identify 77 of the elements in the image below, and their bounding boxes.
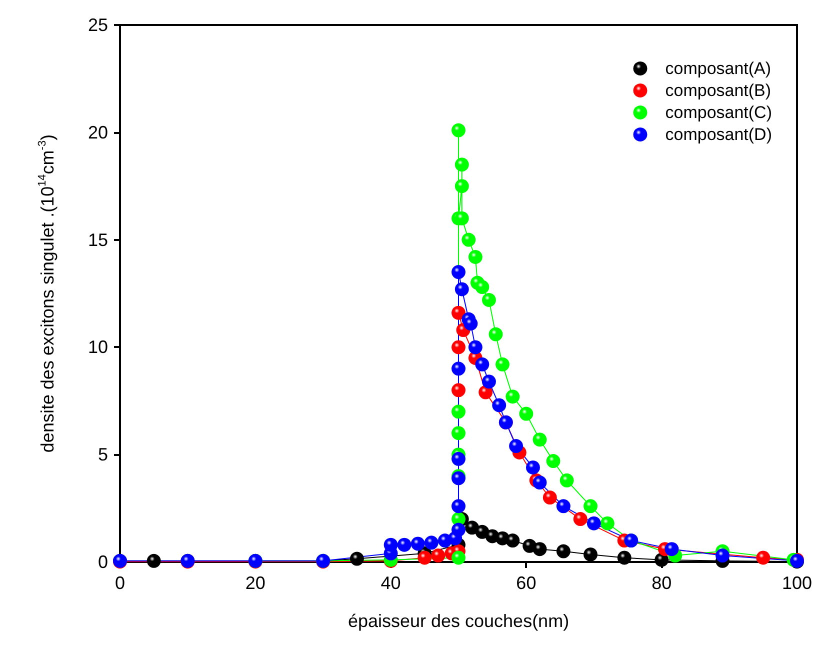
point xyxy=(454,179,469,194)
point xyxy=(410,536,425,551)
point xyxy=(556,499,570,514)
point xyxy=(546,454,560,468)
x-tick-label: 40 xyxy=(380,573,401,593)
point xyxy=(418,550,432,565)
point xyxy=(492,398,506,412)
point xyxy=(573,512,588,526)
point xyxy=(532,476,547,490)
point xyxy=(452,426,466,440)
point xyxy=(542,490,557,505)
point xyxy=(146,554,161,568)
point xyxy=(532,432,547,447)
point xyxy=(397,538,412,552)
point xyxy=(584,547,598,562)
point xyxy=(756,550,770,565)
point xyxy=(716,548,730,563)
y-tick-label: 15 xyxy=(88,230,108,250)
point xyxy=(452,452,466,466)
point xyxy=(506,390,520,404)
point xyxy=(488,327,503,342)
point xyxy=(452,383,466,398)
point xyxy=(475,280,490,294)
point xyxy=(468,340,482,354)
point xyxy=(506,534,520,548)
legend-label: composant(C) xyxy=(665,103,772,122)
legend-label: composant(A) xyxy=(665,59,772,78)
point xyxy=(454,211,469,226)
x-tick-label: 20 xyxy=(245,573,266,593)
point xyxy=(454,282,469,296)
point xyxy=(560,473,574,488)
y-tick-label: 10 xyxy=(88,337,108,358)
point xyxy=(664,542,679,556)
point xyxy=(452,550,466,565)
point xyxy=(424,536,438,550)
point xyxy=(556,544,570,558)
point xyxy=(452,306,466,320)
point xyxy=(482,292,496,307)
point xyxy=(452,522,466,537)
point xyxy=(482,374,496,389)
point xyxy=(509,439,524,454)
legend-label: composant(B) xyxy=(665,81,772,100)
point xyxy=(526,460,540,474)
point xyxy=(462,232,476,247)
point xyxy=(475,357,490,372)
point xyxy=(431,548,446,563)
point xyxy=(452,499,466,514)
point xyxy=(654,552,669,567)
point xyxy=(468,250,482,264)
point xyxy=(452,404,466,419)
point xyxy=(384,538,398,552)
legend-label: composant(D) xyxy=(665,125,772,144)
y-tick-label: 25 xyxy=(88,15,108,35)
point xyxy=(586,516,601,530)
point xyxy=(452,265,466,280)
point xyxy=(532,542,547,556)
point xyxy=(452,362,466,376)
point xyxy=(600,516,614,530)
y-tick-label: 5 xyxy=(98,444,108,465)
point xyxy=(617,550,632,565)
point xyxy=(113,554,127,568)
x-tick-label: 80 xyxy=(652,573,672,593)
y-tick-label: 0 xyxy=(98,552,108,572)
y-axis-title: densite des excitons singulet .(1014cm-3) xyxy=(36,134,58,453)
x-tick-label: 100 xyxy=(782,573,812,593)
x-tick-label: 0 xyxy=(114,573,126,593)
point xyxy=(350,552,364,566)
x-tick-label: 60 xyxy=(516,573,536,593)
point xyxy=(519,406,534,421)
x-axis-title: épaisseur des couches(nm) xyxy=(348,611,570,631)
point xyxy=(452,340,466,354)
y-tick-label: 20 xyxy=(88,122,108,142)
point xyxy=(454,158,469,172)
point xyxy=(496,357,510,372)
point xyxy=(584,499,598,514)
point xyxy=(464,316,478,331)
point xyxy=(452,123,466,138)
